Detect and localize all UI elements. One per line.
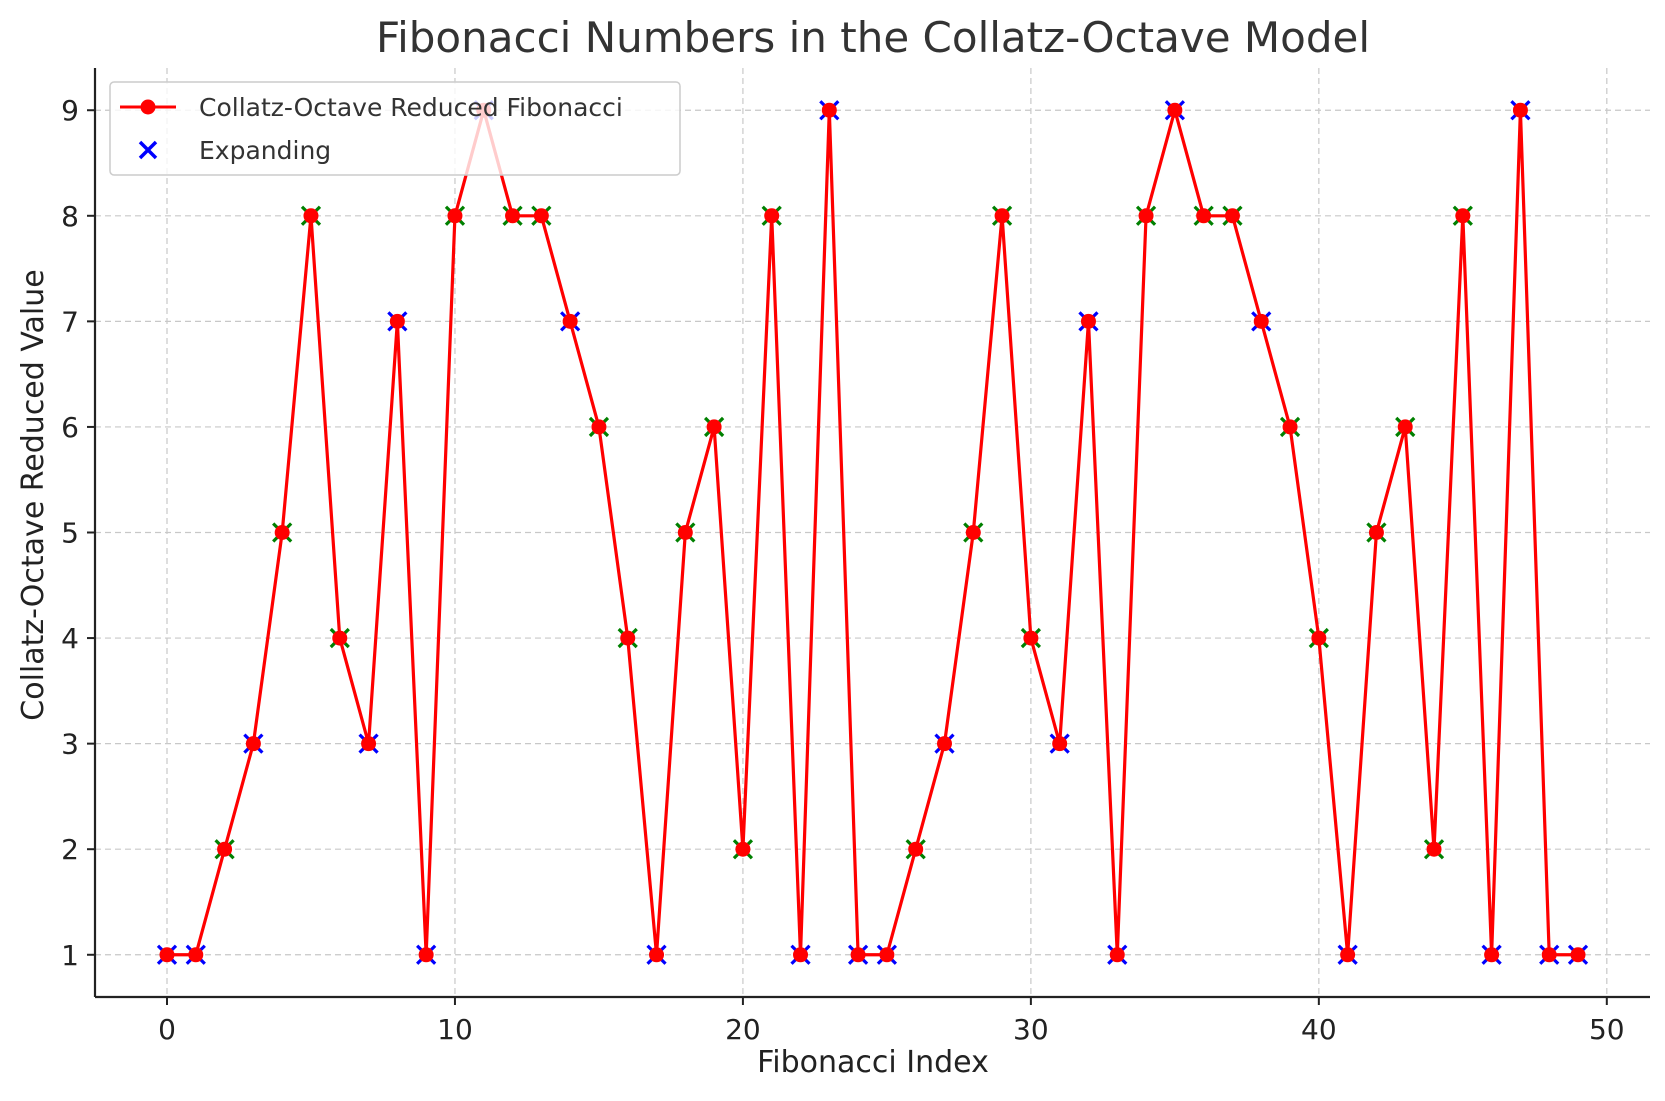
y-tick-label: 2 [61,833,79,866]
data-point [1196,208,1212,224]
ticks: 0 10 20 30 40 50 1 2 3 4 5 6 7 8 9 [61,94,1624,1046]
data-point [620,630,636,646]
data-point [1023,630,1039,646]
data-point [303,208,319,224]
data-point [821,102,837,118]
data-point [562,313,578,329]
y-tick-label: 6 [61,411,79,444]
data-point [389,313,405,329]
series-layer [156,100,1589,965]
data-point [1138,208,1154,224]
data-point [850,947,866,963]
data-point [188,947,204,963]
legend-label-line: Collatz-Octave Reduced Fibonacci [199,93,623,122]
data-point [361,736,377,752]
data-point [1426,841,1442,857]
data-point [533,208,549,224]
y-axis-label: Collatz-Octave Reduced Value [16,269,51,720]
data-point [159,947,175,963]
data-point [505,208,521,224]
data-point [274,525,290,540]
data-point [1311,630,1327,646]
data-point [1397,419,1413,435]
x-tick-label: 20 [725,1013,761,1046]
data-point [591,419,607,435]
data-point [1282,419,1298,435]
data-point [879,947,895,963]
data-point [677,525,693,540]
legend-marker-swatch [140,99,156,115]
x-tick-label: 40 [1301,1013,1337,1046]
data-point [1512,102,1528,118]
data-point [965,525,981,540]
data-point [1570,947,1586,963]
x-tick-label: 0 [158,1013,176,1046]
data-point [1253,313,1269,329]
data-point [245,736,261,752]
y-tick-label: 9 [61,94,79,127]
data-point [936,736,952,752]
y-tick-label: 8 [61,200,79,233]
data-point [217,841,233,857]
data-point [994,208,1010,224]
y-tick-label: 7 [61,305,79,338]
data-point [1368,525,1384,540]
x-tick-label: 30 [1013,1013,1049,1046]
x-tick-label: 10 [437,1013,473,1046]
data-point [332,630,348,646]
y-tick-label: 1 [61,939,79,972]
data-point [706,419,722,435]
data-point [735,841,751,857]
data-point [1167,102,1183,118]
data-point [418,947,434,963]
x-tick-label: 50 [1589,1013,1625,1046]
y-tick-label: 4 [61,622,79,655]
data-point [793,947,809,963]
data-point [1340,947,1356,963]
data-point [447,208,463,224]
grid [95,68,1650,997]
legend: Collatz-Octave Reduced Fibonacci Expandi… [109,81,681,176]
legend-x-swatch [138,140,158,160]
data-point [649,947,665,963]
data-point [764,208,780,224]
y-tick-label: 5 [61,517,79,550]
legend-label-expanding: Expanding [199,136,331,165]
y-tick-label: 3 [61,728,79,761]
data-point [1224,208,1240,224]
data-point [1541,947,1557,963]
series-line [166,108,1579,957]
x-axis-label: Fibonacci Index [757,1045,989,1080]
data-point [1484,947,1500,963]
data-point [1109,947,1125,963]
data-point [1455,208,1471,224]
data-point [1080,313,1096,329]
data-point [1052,736,1068,752]
chart-title: Fibonacci Numbers in the Collatz-Octave … [376,13,1370,62]
legend-box [109,81,681,176]
data-point [908,841,924,857]
